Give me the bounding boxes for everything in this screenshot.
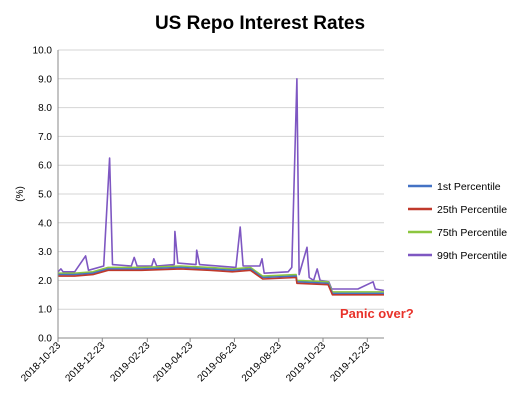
x-tick-label: 2019-06-23: [196, 340, 240, 384]
chart-title: US Repo Interest Rates: [155, 13, 365, 34]
y-tick-label: 1.0: [38, 305, 52, 316]
y-tick-labels: 0.0 1.0 2.0 3.0 4.0 5.0 6.0 7.0 8.0 9.0 10.0: [33, 46, 53, 345]
y-tick-label: 10.0: [33, 46, 53, 57]
y-tick-label: 8.0: [38, 103, 52, 114]
y-tick-label: 7.0: [38, 132, 52, 143]
y-tick-label: 0.0: [38, 334, 52, 345]
series-lines: [57, 78, 385, 296]
annotation-panic-over: Panic over?: [340, 306, 414, 321]
x-tick-label: 2019-02-23: [108, 340, 152, 384]
x-tick-label: 2018-10-23: [19, 340, 63, 384]
y-axis-label: (%): [15, 186, 26, 202]
y-tick-label: 5.0: [38, 190, 52, 201]
series-line-4: [57, 78, 385, 292]
x-tick-label: 2018-12-23: [63, 340, 107, 384]
series-line-3: [58, 265, 384, 293]
y-tick-label: 9.0: [38, 74, 52, 85]
y-tick-label: 2.0: [38, 276, 52, 287]
legend-entry: 1st Percentile: [437, 181, 501, 193]
x-tick-label: 2019-04-23: [151, 340, 195, 384]
legend-entry: 75th Percentile: [437, 227, 507, 239]
x-tick-label: 2019-08-23: [240, 340, 284, 384]
x-tick-label: 2019-10-23: [284, 340, 328, 384]
x-tick-labels: 2018-10-23 2018-12-23 2019-02-232019-04-23…: [19, 338, 373, 384]
legend: 1st Percentile 25th Percentile 75th Percen…: [408, 181, 507, 262]
legend-entry: 99th Percentile: [437, 250, 507, 262]
y-tick-label: 4.0: [38, 218, 52, 229]
legend-entry: 25th Percentile: [437, 204, 507, 216]
series-line-1: [58, 266, 384, 295]
y-tick-label: 3.0: [38, 247, 52, 258]
series-line-2: [58, 268, 384, 296]
y-tick-label: 6.0: [38, 161, 52, 172]
x-tick-label: 2019-12-23: [328, 340, 372, 384]
